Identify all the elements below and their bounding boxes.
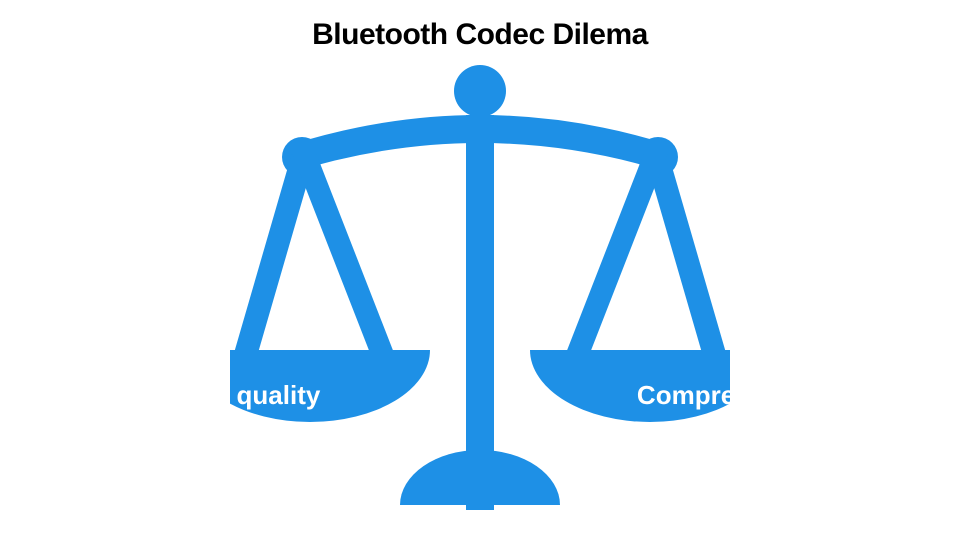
scale-shape <box>230 65 730 510</box>
left-pan-label: Audio quality <box>156 380 321 411</box>
infographic-canvas: Bluetooth Codec Dilema Audio qual <box>0 0 960 540</box>
right-pan-label: Compression <box>637 380 803 411</box>
balance-scale-icon <box>230 55 730 515</box>
page-title: Bluetooth Codec Dilema <box>0 18 960 52</box>
